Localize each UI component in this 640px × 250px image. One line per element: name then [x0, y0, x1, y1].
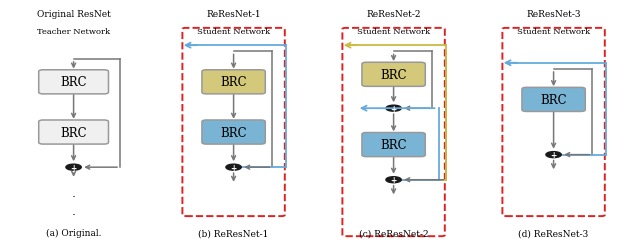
Text: +: + [390, 176, 397, 184]
Text: BRC: BRC [60, 126, 87, 139]
Text: (c) ReResNet-2: (c) ReResNet-2 [359, 228, 428, 237]
Text: ReResNet-3: ReResNet-3 [526, 10, 581, 19]
FancyBboxPatch shape [202, 120, 265, 144]
Circle shape [66, 164, 81, 170]
Text: Student Network: Student Network [517, 28, 590, 36]
FancyBboxPatch shape [202, 70, 265, 94]
Text: Teacher Network: Teacher Network [37, 28, 110, 36]
Circle shape [386, 106, 401, 112]
Text: BRC: BRC [60, 76, 87, 89]
Text: ReResNet-1: ReResNet-1 [206, 10, 261, 19]
Text: ·
·: · · [72, 190, 76, 221]
Text: Original ResNet: Original ResNet [36, 10, 111, 19]
Text: BRC: BRC [380, 68, 407, 82]
FancyBboxPatch shape [362, 133, 425, 157]
FancyBboxPatch shape [39, 70, 109, 94]
Text: Student Network: Student Network [197, 28, 270, 36]
Circle shape [386, 177, 401, 183]
Circle shape [546, 152, 561, 158]
FancyBboxPatch shape [39, 120, 109, 144]
Circle shape [226, 164, 241, 170]
Text: +: + [230, 163, 237, 172]
Text: ReResNet-2: ReResNet-2 [366, 10, 421, 19]
Text: +: + [70, 163, 77, 172]
Text: BRC: BRC [380, 138, 407, 151]
Text: BRC: BRC [220, 126, 247, 139]
Text: +: + [390, 104, 397, 113]
Text: Student Network: Student Network [357, 28, 430, 36]
FancyBboxPatch shape [522, 88, 585, 112]
Text: +: + [550, 150, 557, 160]
FancyBboxPatch shape [362, 63, 425, 87]
Text: BRC: BRC [220, 76, 247, 89]
Text: BRC: BRC [540, 94, 567, 106]
Text: (b) ReResNet-1: (b) ReResNet-1 [198, 228, 269, 237]
Text: (a) Original.: (a) Original. [46, 228, 101, 237]
Text: (d) ReResNet-3: (d) ReResNet-3 [518, 228, 589, 237]
